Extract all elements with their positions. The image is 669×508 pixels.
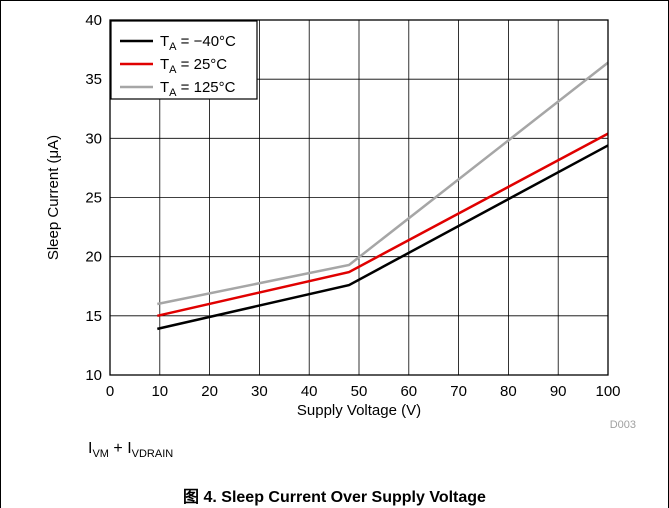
- x-tick-label: 100: [595, 383, 620, 400]
- x-tick-label: 30: [251, 383, 268, 400]
- y-tick-label: 35: [85, 71, 102, 88]
- y-tick-labels: 10 15 20 25 30 35 40: [85, 12, 102, 384]
- x-tick-label: 10: [151, 383, 168, 400]
- x-axis-label: Supply Voltage (V): [297, 402, 421, 419]
- x-tick-label: 90: [550, 383, 567, 400]
- x-tick-label: 20: [201, 383, 218, 400]
- y-tick-label: 25: [85, 190, 102, 207]
- note-i2-sub: VDRAIN: [131, 448, 174, 461]
- y-tick-label: 15: [85, 308, 102, 325]
- frame-top-border: [0, 0, 669, 1]
- y-tick-label: 10: [85, 367, 102, 384]
- x-tick-label: 70: [450, 383, 467, 400]
- legend-label-1: TA = 25°C: [160, 56, 227, 76]
- y-tick-label: 40: [85, 12, 102, 29]
- series-line-2: [157, 61, 609, 306]
- x-tick-labels: 0 10 20 30 40 50 60 70 80 90 100: [106, 383, 621, 400]
- y-axis-label: Sleep Current (μA): [45, 135, 62, 260]
- legend-label-2: TA = 125°C: [160, 79, 236, 99]
- frame-left-border: [0, 0, 1, 508]
- chart-series: [157, 61, 609, 331]
- y-tick-label: 20: [85, 249, 102, 266]
- x-tick-label: 0: [106, 383, 114, 400]
- note-i2-base: I: [127, 440, 132, 457]
- x-tick-label: 60: [400, 383, 417, 400]
- current-sum-note: IVM + IVDRAIN: [88, 440, 173, 460]
- x-tick-label: 80: [500, 383, 517, 400]
- series-line-1: [157, 132, 609, 318]
- series-line-0: [157, 144, 609, 331]
- plot-area-frame: [109, 19, 609, 376]
- figure-caption: 图 4. Sleep Current Over Supply Voltage: [183, 489, 486, 506]
- note-i1-sub: VM: [92, 448, 109, 461]
- y-tick-label: 30: [85, 130, 102, 147]
- x-tick-label: 50: [351, 383, 368, 400]
- note-i1-base: I: [88, 440, 93, 457]
- note-plus: +: [108, 440, 128, 457]
- chart-legend: TA = −40°C TA = 25°C TA = 125°C: [110, 20, 258, 100]
- figure-id: D003: [610, 419, 636, 431]
- legend-label-0: TA = −40°C: [160, 33, 236, 53]
- x-tick-label: 40: [301, 383, 318, 400]
